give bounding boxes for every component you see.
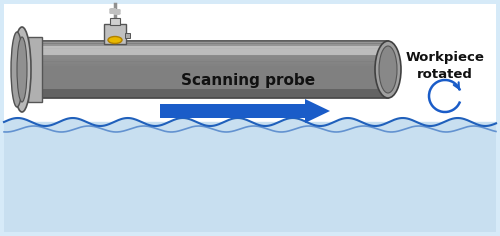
Bar [42,41,388,43]
FancyArrow shape [160,99,330,123]
Bar [42,46,388,55]
Bar [42,41,388,98]
Ellipse shape [379,46,397,93]
Text: Scanning probe: Scanning probe [181,73,315,88]
Bar [42,62,388,64]
Bar [42,59,388,61]
Bar [110,18,120,25]
Text: Workpiece
rotated: Workpiece rotated [406,51,484,80]
Ellipse shape [375,41,401,98]
Bar [42,49,388,51]
Bar [42,54,388,56]
Bar [42,64,388,66]
Bar [42,51,388,54]
Polygon shape [4,122,496,232]
Ellipse shape [13,27,31,112]
Polygon shape [4,4,496,122]
Bar [125,33,130,38]
FancyBboxPatch shape [104,24,126,44]
Ellipse shape [108,37,122,43]
Bar [42,56,388,59]
Ellipse shape [17,37,27,102]
Bar [42,89,388,98]
Ellipse shape [11,32,23,107]
Bar [42,46,388,48]
Bar [28,37,42,102]
Bar [42,44,388,46]
